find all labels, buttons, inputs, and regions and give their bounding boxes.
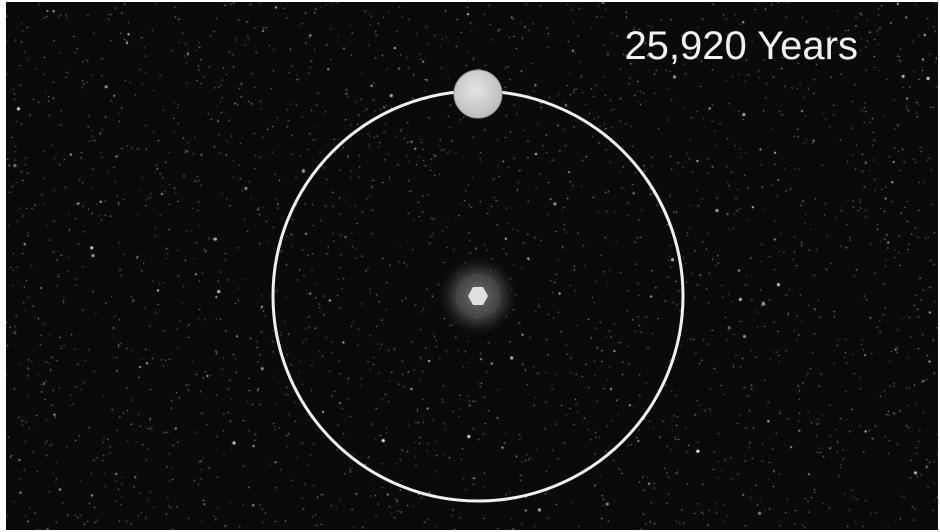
period-caption: 25,920 Years <box>624 24 858 68</box>
orbit-diagram <box>271 69 685 503</box>
star-field-scene: 25,920 Years <box>6 2 938 530</box>
central-star-icon <box>436 254 520 338</box>
orbiting-body-icon <box>453 69 503 119</box>
